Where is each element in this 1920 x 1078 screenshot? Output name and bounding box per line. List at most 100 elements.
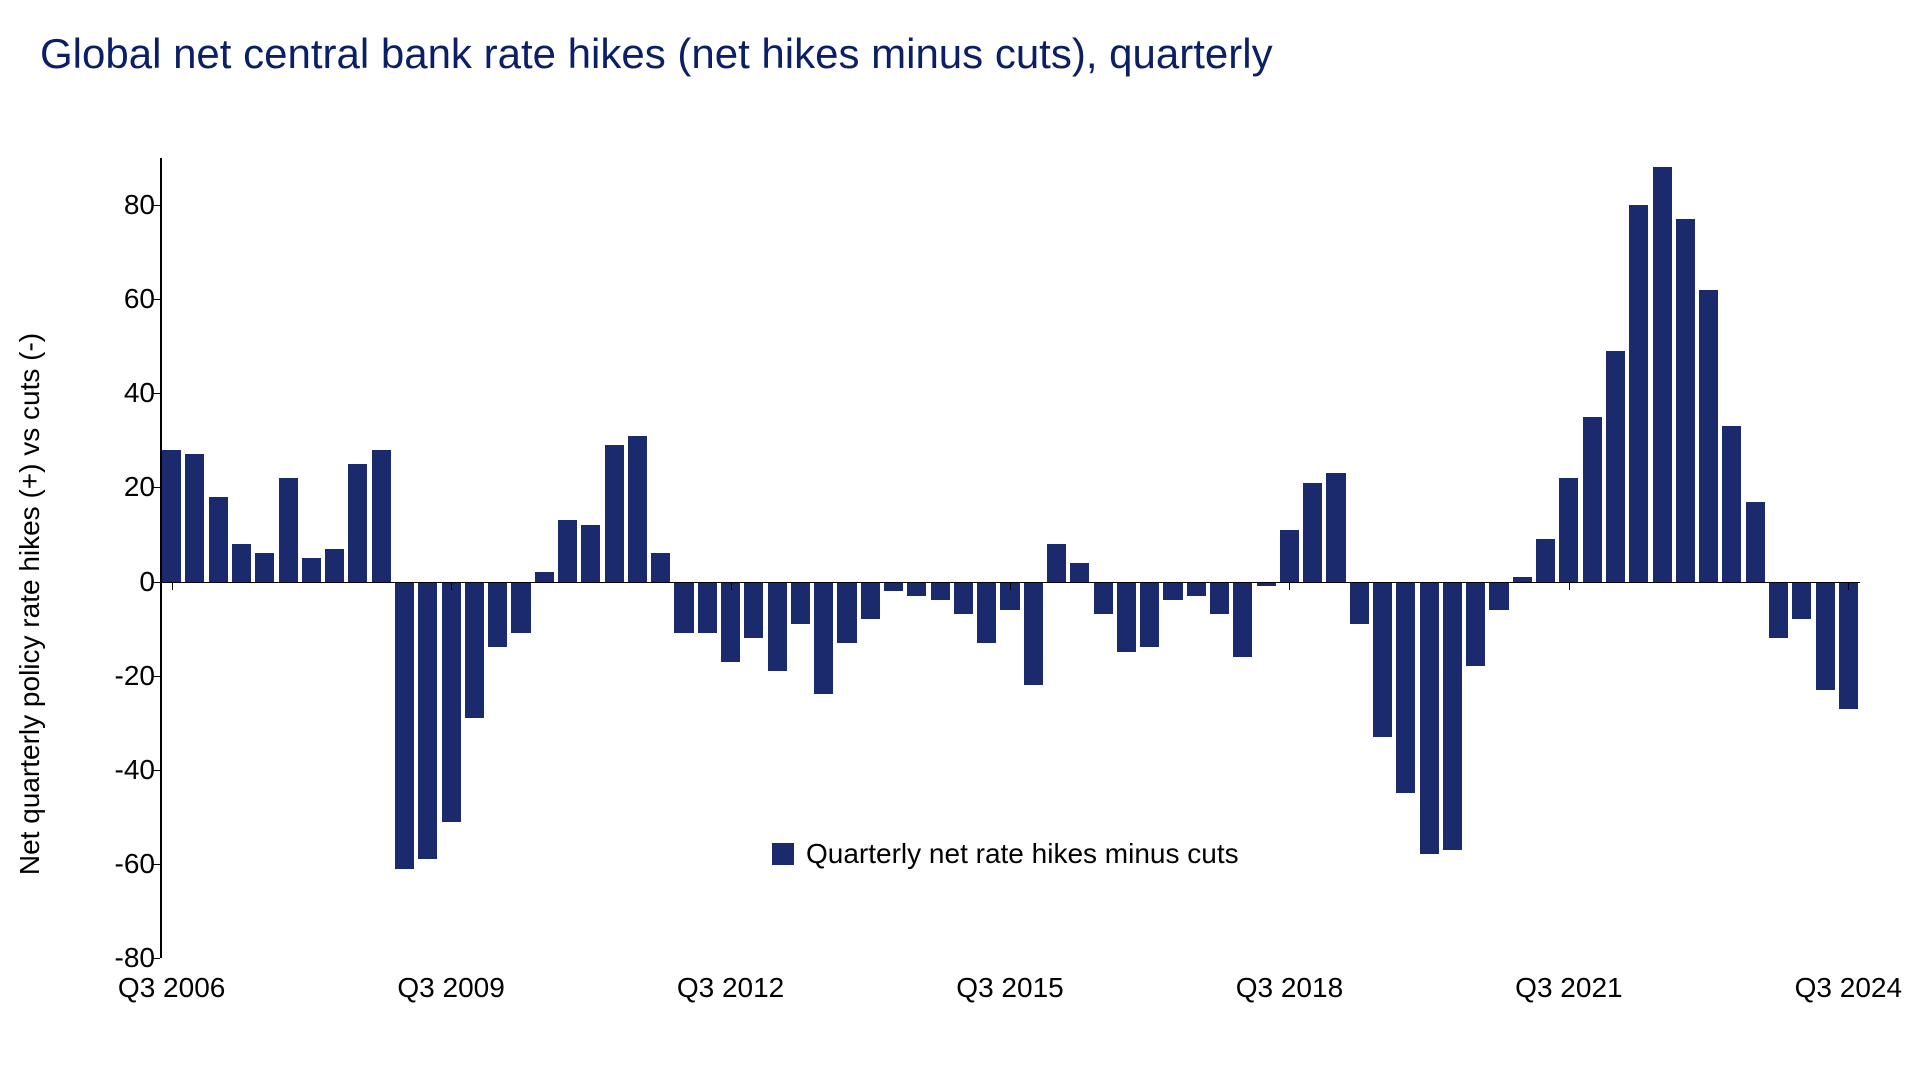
bar [1629, 205, 1648, 581]
y-tick-mark [152, 299, 160, 300]
x-tick-label: Q3 2021 [1515, 972, 1622, 1004]
bar [302, 558, 321, 582]
bar [1839, 582, 1858, 709]
y-tick-mark [152, 582, 160, 583]
y-tick-label: 60 [85, 283, 155, 315]
y-tick-label: 40 [85, 377, 155, 409]
bar [651, 553, 670, 581]
y-tick-label: -20 [85, 660, 155, 692]
x-tick-mark [1010, 582, 1011, 590]
x-tick-label: Q3 2015 [956, 972, 1063, 1004]
x-tick-label: Q3 2006 [118, 972, 225, 1004]
y-tick-label: -40 [85, 754, 155, 786]
bar [861, 582, 880, 620]
bar [442, 582, 461, 822]
x-tick-mark [1289, 582, 1290, 590]
y-tick-mark [152, 958, 160, 959]
bar [907, 582, 926, 596]
x-tick-mark [1848, 582, 1849, 590]
bar [1536, 539, 1555, 581]
bar [1210, 582, 1229, 615]
bar [1187, 582, 1206, 596]
bar [977, 582, 996, 643]
bar [395, 582, 414, 869]
x-tick-mark [731, 582, 732, 590]
bar [1420, 582, 1439, 855]
y-tick-mark [152, 864, 160, 865]
bar [1094, 582, 1113, 615]
bar [1559, 478, 1578, 582]
bar [1233, 582, 1252, 657]
bar [1489, 582, 1508, 610]
bar [348, 464, 367, 582]
plot-area: -80-60-40-20020406080Q3 2006Q3 2009Q3 20… [160, 158, 1860, 958]
bar [1280, 530, 1299, 582]
bar [1163, 582, 1182, 601]
bar [581, 525, 600, 581]
x-tick-mark [1569, 582, 1570, 590]
bar [1606, 351, 1625, 582]
bar [1070, 563, 1089, 582]
bar [279, 478, 298, 582]
bar [1326, 473, 1345, 581]
bar [1722, 426, 1741, 581]
bar [255, 553, 274, 581]
y-tick-label: -60 [85, 848, 155, 880]
bar [744, 582, 763, 638]
bar [511, 582, 530, 634]
bar [372, 450, 391, 582]
bar [628, 436, 647, 582]
x-tick-label: Q3 2018 [1236, 972, 1343, 1004]
legend-label: Quarterly net rate hikes minus cuts [806, 838, 1239, 870]
y-tick-mark [152, 676, 160, 677]
bar [674, 582, 693, 634]
y-tick-mark [152, 205, 160, 206]
x-tick-mark [172, 582, 173, 590]
y-tick-mark [152, 487, 160, 488]
bar [418, 582, 437, 860]
bar [1350, 582, 1369, 624]
bar [558, 520, 577, 581]
y-tick-label: 80 [85, 189, 155, 221]
bar [698, 582, 717, 634]
y-tick-mark [152, 393, 160, 394]
bar [931, 582, 950, 601]
bar [185, 454, 204, 581]
legend-swatch [772, 843, 794, 865]
chart-title: Global net central bank rate hikes (net … [40, 30, 1880, 78]
bar [837, 582, 856, 643]
bar [1746, 502, 1765, 582]
bar [1816, 582, 1835, 690]
bar [605, 445, 624, 581]
x-tick-label: Q3 2012 [677, 972, 784, 1004]
bar [1047, 544, 1066, 582]
y-tick-label: -80 [85, 942, 155, 974]
bar [1024, 582, 1043, 686]
bar [162, 450, 181, 582]
bar [1769, 582, 1788, 638]
y-tick-mark [152, 770, 160, 771]
bar [791, 582, 810, 624]
bar [721, 582, 740, 662]
x-tick-label: Q3 2024 [1795, 972, 1902, 1004]
bar [325, 549, 344, 582]
bar [1443, 582, 1462, 850]
x-tick-mark [451, 582, 452, 590]
bar [465, 582, 484, 718]
bar [209, 497, 228, 582]
bar [535, 572, 554, 581]
bar [1117, 582, 1136, 653]
bar [1140, 582, 1159, 648]
y-tick-label: 20 [85, 471, 155, 503]
x-tick-label: Q3 2009 [397, 972, 504, 1004]
bar [1373, 582, 1392, 737]
bar [1583, 417, 1602, 582]
bar [814, 582, 833, 695]
bar [768, 582, 787, 671]
bar [954, 582, 973, 615]
bar [1396, 582, 1415, 794]
bar [1676, 219, 1695, 581]
bar [1303, 483, 1322, 582]
bar [488, 582, 507, 648]
bar [1792, 582, 1811, 620]
